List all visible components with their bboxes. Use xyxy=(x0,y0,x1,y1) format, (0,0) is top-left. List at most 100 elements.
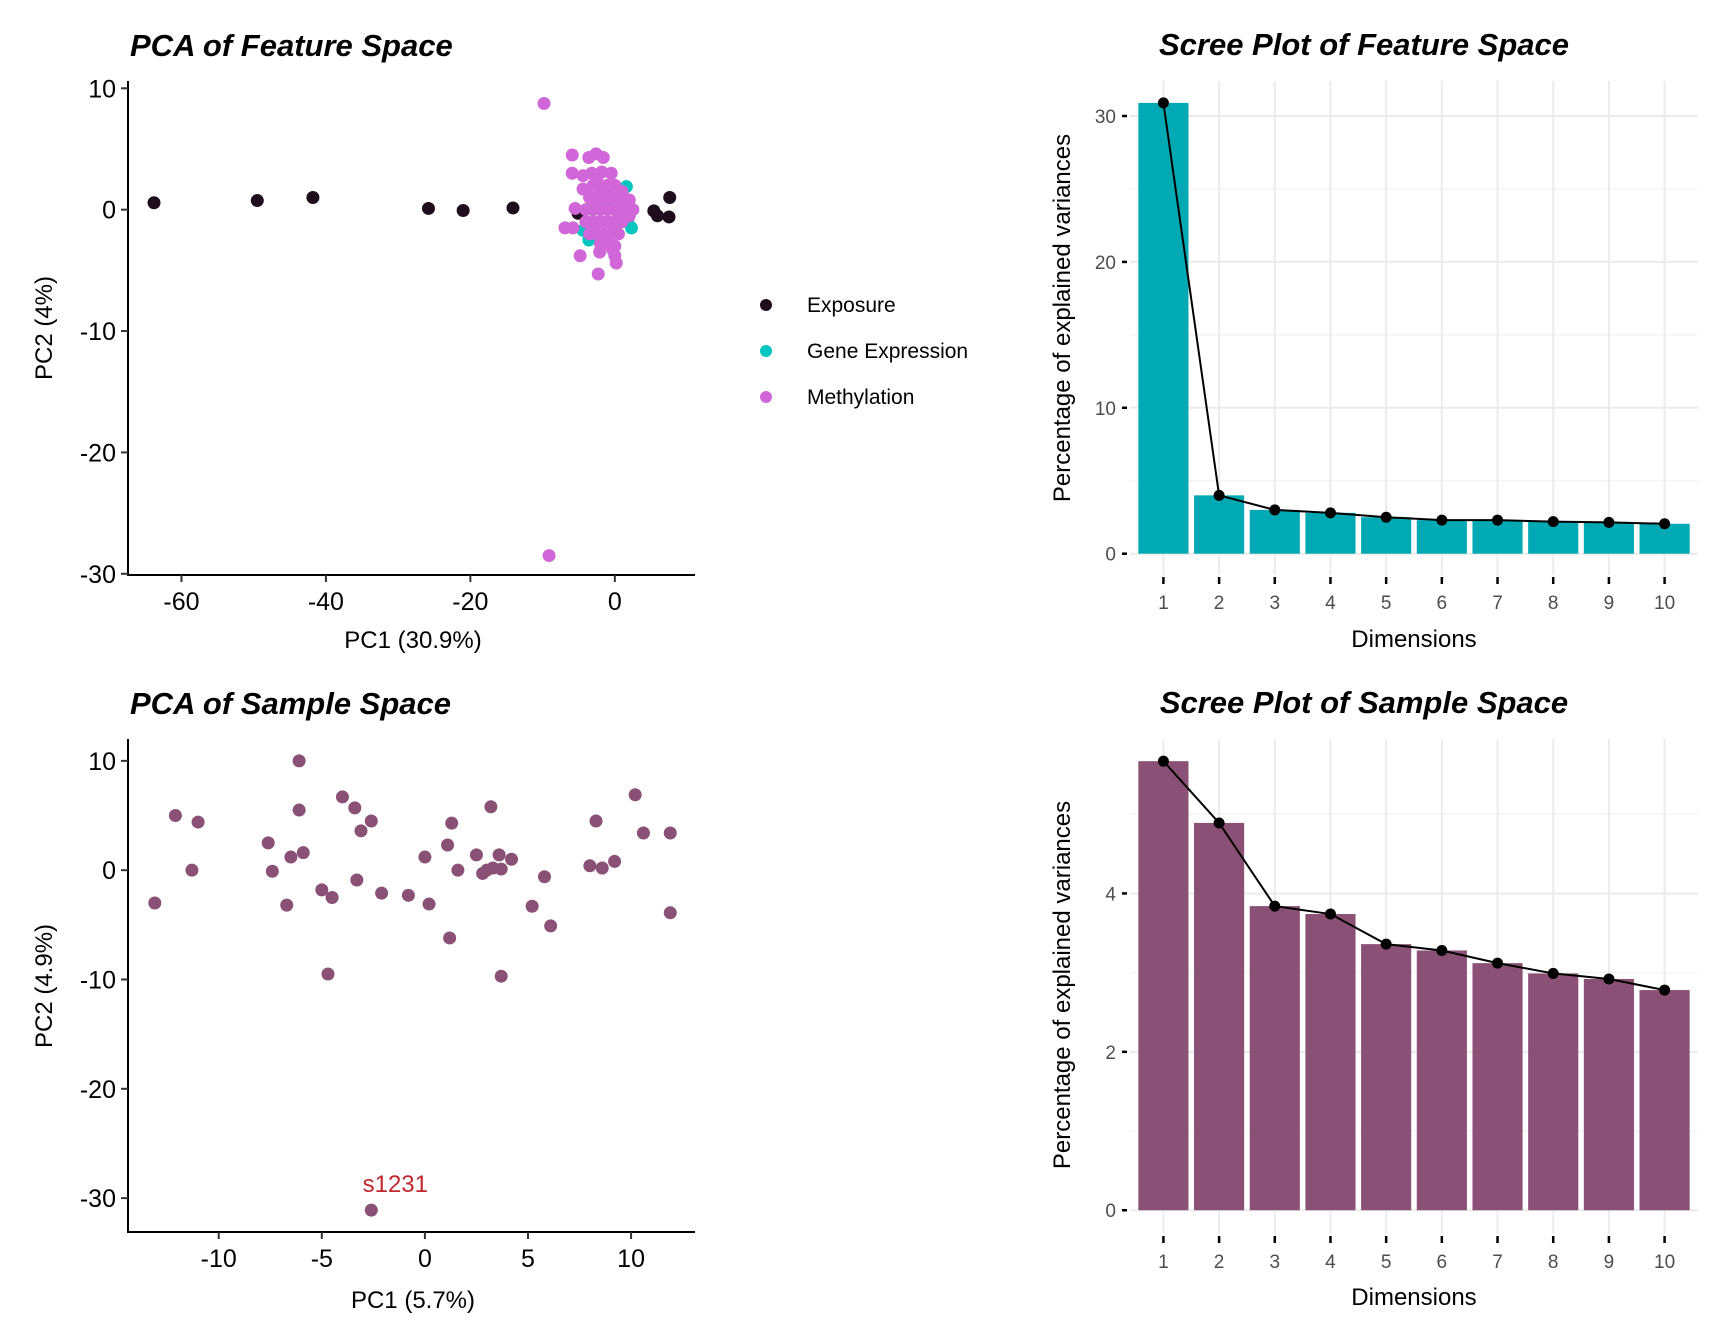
feature-scree-x-tick-label: 6 xyxy=(1437,593,1448,614)
sample-pca-point-sample xyxy=(292,754,306,768)
legend-label-exposure: Exposure xyxy=(807,294,896,317)
sample-scree-bar-6 xyxy=(1416,950,1467,1211)
feature-scree-bar-1 xyxy=(1138,102,1189,554)
sample-pca-point-sample xyxy=(292,803,306,817)
sample-pca-point-sample xyxy=(280,898,294,912)
sample-pca-point-sample xyxy=(445,816,459,830)
feature-scree-bar-7 xyxy=(1472,520,1523,554)
sample-pca-point-sample xyxy=(335,790,349,804)
feature-scree-x-tick-label: 8 xyxy=(1548,593,1559,614)
sample-scree-bar-1 xyxy=(1138,761,1189,1211)
sample-pca-point-sample xyxy=(315,883,329,897)
feature-scree-point-1 xyxy=(1157,97,1169,109)
sample-pca-point-sample xyxy=(422,897,436,911)
feature-pca-point-methylation xyxy=(542,549,556,563)
feature-pca-point-methylation xyxy=(606,243,620,257)
feature-scree-x-tick-label: 1 xyxy=(1158,593,1169,614)
feature-scree-point-6 xyxy=(1436,514,1448,526)
feature-pca-point-methylation xyxy=(568,201,582,215)
feature-pca-point-methylation xyxy=(611,227,625,241)
sample-scree-x-tick-label: 3 xyxy=(1269,1252,1280,1273)
sample-pca-point-sample xyxy=(663,826,677,840)
feature-pca-x-tick-label: 0 xyxy=(608,588,622,616)
sample-scree-bar-3 xyxy=(1249,906,1300,1211)
feature-scree-x-tick-label: 7 xyxy=(1492,593,1503,614)
feature-pca-point-methylation xyxy=(590,172,604,186)
sample-pca-x-tick-label: -5 xyxy=(311,1245,333,1273)
feature-scree-point-10 xyxy=(1659,518,1671,530)
feature-pca-point-methylation xyxy=(573,249,587,263)
sample-pca-point-sample xyxy=(191,815,205,829)
feature-scree-point-8 xyxy=(1547,516,1559,528)
sample-pca-xlabel: PC1 (5.7%) xyxy=(351,1287,475,1314)
feature-pca-ylabel: PC2 (4%) xyxy=(31,276,58,380)
sample-pca-point-sample xyxy=(492,848,506,862)
sample-pca-point-sample xyxy=(185,863,199,877)
sample-scree-y-tick-label: 4 xyxy=(1105,884,1116,905)
sample-pca-point-sample xyxy=(375,886,389,900)
sample-pca-point-sample xyxy=(321,967,335,981)
sample-scree-x-tick-label: 5 xyxy=(1381,1252,1392,1273)
sample-pca-point-sample xyxy=(168,809,182,823)
sample-scree-bar-9 xyxy=(1583,978,1634,1211)
sample-pca-annotation: s1231 xyxy=(363,1171,428,1198)
sample-pca-point-sample xyxy=(284,850,298,864)
sample-pca-point-sample xyxy=(364,814,378,828)
sample-pca-point-sample xyxy=(261,836,275,850)
sample-pca-x-tick-label: -10 xyxy=(201,1245,237,1273)
sample-pca-point-sample xyxy=(348,801,362,815)
feature-pca-point-exposure xyxy=(650,209,664,223)
sample-scree-y-tick-label: 0 xyxy=(1105,1201,1116,1222)
feature-pca-y-tick-label: 10 xyxy=(88,75,116,103)
feature-pca-y-tick-label: -30 xyxy=(80,561,116,589)
sample-pca-ylabel: PC2 (4.9%) xyxy=(31,924,58,1048)
feature-scree-x-tick-label: 5 xyxy=(1381,593,1392,614)
feature-pca-point-exposure xyxy=(506,201,520,215)
feature-pca-xlabel: PC1 (30.9%) xyxy=(344,627,481,654)
sample-scree-point-7 xyxy=(1492,957,1504,969)
feature-scree-y-tick-label: 10 xyxy=(1095,399,1116,420)
sample-pca-point-sample xyxy=(469,848,483,862)
feature-pca-point-exposure xyxy=(663,191,677,205)
feature-scree-variance-line xyxy=(1162,102,1665,525)
sample-scree-y-tick-label: 2 xyxy=(1105,1043,1116,1064)
legend-label-gene-expression: Gene Expression xyxy=(807,340,968,363)
sample-scree-xlabel: Dimensions xyxy=(1351,1284,1476,1311)
feature-pca-point-methylation xyxy=(565,166,579,180)
sample-scree-x-tick-label: 7 xyxy=(1492,1252,1503,1273)
sample-pca-x-tick-label: 5 xyxy=(521,1245,535,1273)
feature-pca-point-methylation xyxy=(565,148,579,162)
sample-pca-point-sample xyxy=(504,852,518,866)
feature-scree-y-tick-label: 0 xyxy=(1105,545,1116,566)
sample-scree-title: Scree Plot of Sample Space xyxy=(1160,685,1568,720)
feature-scree-bar-3 xyxy=(1249,509,1300,554)
feature-scree-ylabel: Percentage of explained variances xyxy=(1049,134,1076,502)
feature-pca-point-exposure xyxy=(662,210,676,224)
feature-scree-x-tick-label: 3 xyxy=(1269,593,1280,614)
sample-pca-point-sample xyxy=(608,854,622,868)
sample-pca-point-sample xyxy=(494,862,508,876)
sample-pca-point-sample xyxy=(401,888,415,902)
sample-pca-point-sample xyxy=(443,931,457,945)
feature-pca-x-tick-label: -20 xyxy=(452,588,488,616)
feature-scree-x-tick-label: 4 xyxy=(1325,593,1336,614)
sample-pca-point-sample xyxy=(663,906,677,920)
sample-pca-point-sample xyxy=(636,826,650,840)
feature-scree-point-2 xyxy=(1213,489,1225,501)
feature-pca-point-exposure xyxy=(250,194,264,208)
feature-scree-point-9 xyxy=(1603,516,1615,528)
sample-scree-point-6 xyxy=(1436,944,1448,956)
sample-scree-variance-line xyxy=(1162,760,1665,992)
sample-scree-x-tick-label: 10 xyxy=(1654,1252,1675,1273)
sample-pca-point-sample xyxy=(418,850,432,864)
sample-scree-bar-7 xyxy=(1472,963,1523,1211)
sample-scree-point-1 xyxy=(1157,755,1169,767)
feature-scree-point-7 xyxy=(1492,514,1504,526)
feature-pca-title: PCA of Feature Space xyxy=(130,28,453,63)
sample-pca-point-sample xyxy=(628,788,642,802)
feature-scree-xlabel: Dimensions xyxy=(1351,626,1476,653)
feature-pca-point-exposure xyxy=(147,196,161,210)
feature-pca-x-tick-label: -60 xyxy=(163,588,199,616)
feature-pca-y-tick-label: -10 xyxy=(80,318,116,346)
sample-pca-x-tick-label: 10 xyxy=(617,1245,645,1273)
